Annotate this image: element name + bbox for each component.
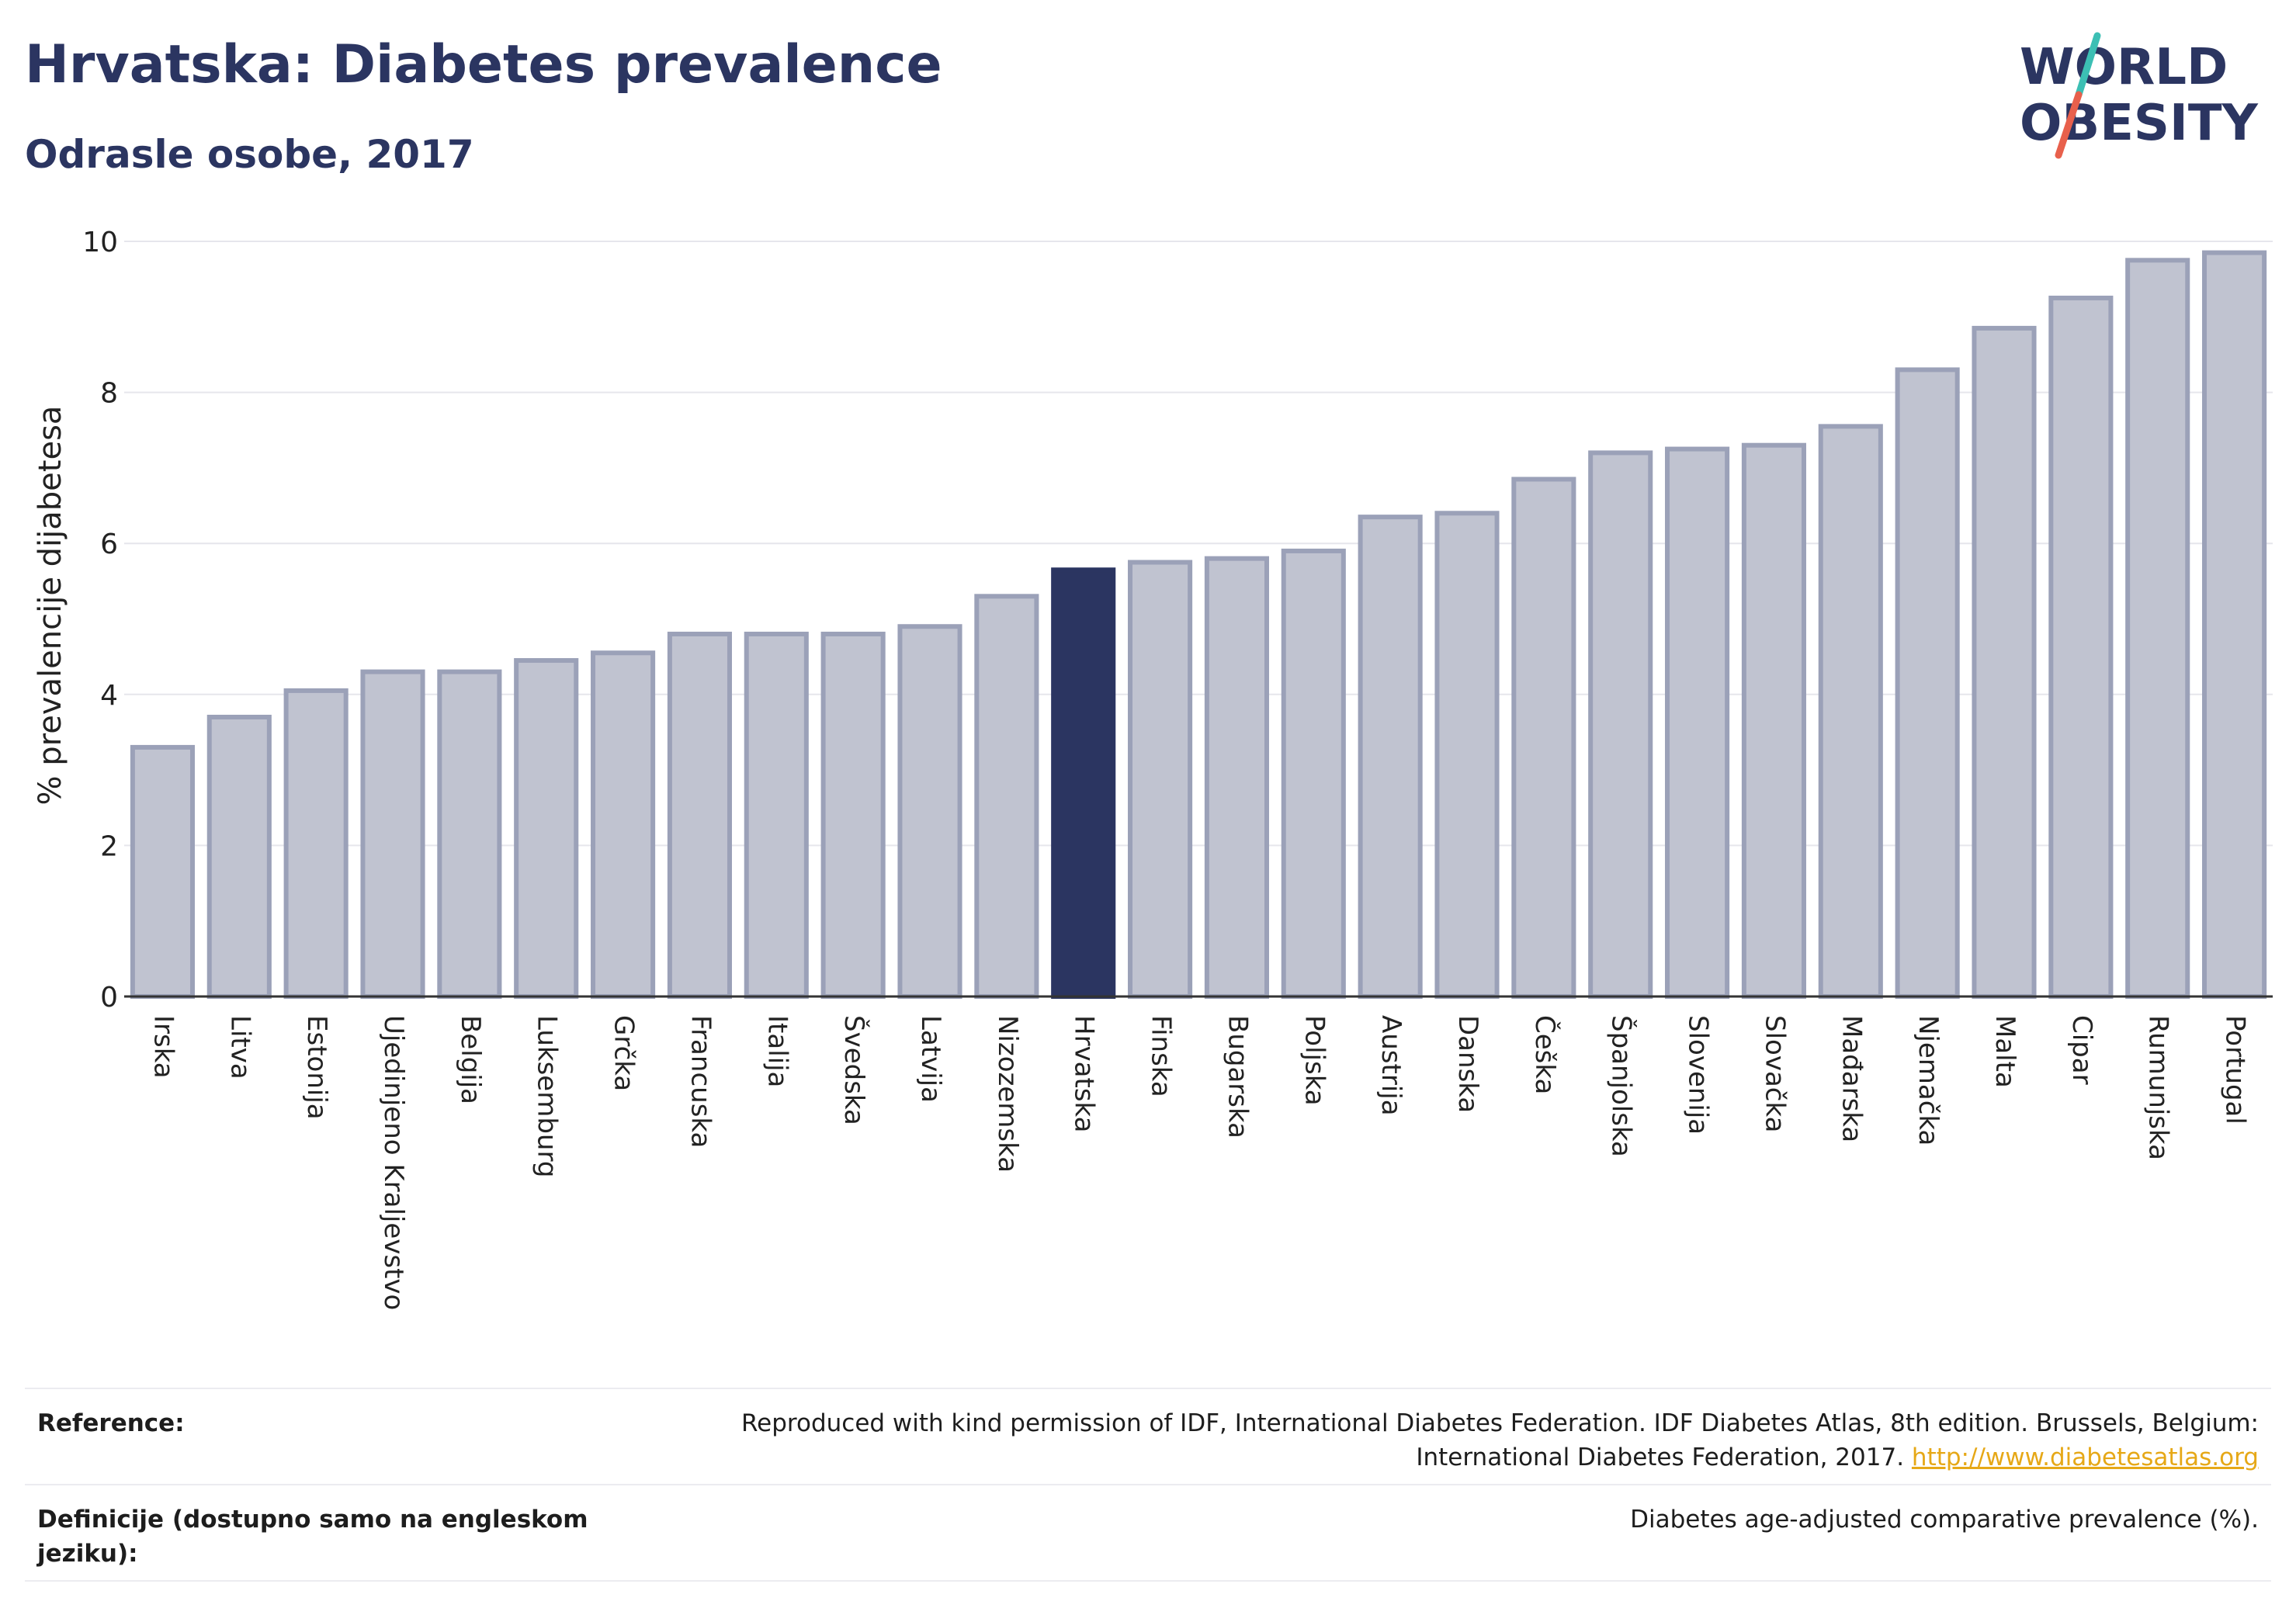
x-tick-label: Estonija	[301, 1015, 332, 1120]
bar-grčka[interactable]	[591, 650, 656, 999]
bar-belgija[interactable]	[437, 669, 502, 999]
x-tick-label: Belgija	[455, 1015, 486, 1104]
x-tick-label: Španjolska	[1606, 1015, 1638, 1157]
y-tick-label: 0	[100, 982, 118, 1014]
x-tick-label: Francuska	[685, 1015, 716, 1148]
definition-label: Definicije (dostupno samo na engleskom j…	[37, 1506, 588, 1568]
x-tick-labels: Irska Litva Estonija Ujedinjeno Kraljevstvo…	[147, 1015, 2250, 1310]
x-tick-label: Poljska	[1299, 1015, 1330, 1106]
footer-rule-top	[25, 1388, 2271, 1389]
x-tick-label: Luksemburg	[532, 1015, 563, 1177]
x-tick-label: Češka	[1529, 1015, 1561, 1094]
x-tick-label: Cipar	[2066, 1015, 2097, 1085]
bar-cipar[interactable]	[2048, 295, 2114, 1000]
bar-irska[interactable]	[130, 744, 195, 999]
x-tick-label: Slovačka	[1759, 1015, 1790, 1132]
y-tick-label: 4	[100, 680, 118, 712]
x-tick-label: Grčka	[609, 1015, 640, 1091]
definition-text: Diabetes age-adjusted comparative preval…	[1630, 1506, 2259, 1534]
bar-francuska[interactable]	[667, 631, 732, 1000]
bar-nizozemska[interactable]	[974, 594, 1039, 999]
y-tick-label: 6	[100, 529, 118, 560]
bar-italija[interactable]	[744, 631, 809, 1000]
x-tick-label: Litva	[224, 1015, 255, 1080]
reference-label: Reference:	[37, 1409, 185, 1437]
y-tick-label: 10	[82, 227, 118, 258]
x-tick-label: Slovenija	[1683, 1015, 1714, 1135]
logo-slash-top	[2075, 32, 2101, 99]
bar-danska[interactable]	[1434, 511, 1500, 999]
x-tick-label: Italija	[761, 1015, 793, 1087]
x-tick-label: Mađarska	[1836, 1015, 1867, 1142]
bar-poljska[interactable]	[1281, 548, 1346, 999]
bar-latvija[interactable]	[897, 624, 962, 999]
bar-portugal[interactable]	[2202, 250, 2267, 1000]
x-tick-label: Austrija	[1375, 1015, 1406, 1116]
chart-subtitle: Odrasle osobe, 2017	[25, 132, 474, 177]
bar-malta[interactable]	[1972, 325, 2037, 999]
x-tick-label: Nizozemska	[992, 1015, 1023, 1173]
y-tick-labels: 0 2 4 6 8 10	[82, 227, 118, 1014]
bar-slovačka[interactable]	[1741, 442, 1806, 999]
x-tick-label: Ujedinjeno Kraljevstvo	[378, 1015, 409, 1310]
bar-mađarska[interactable]	[1818, 424, 1883, 999]
footer-rule-bottom	[25, 1580, 2271, 1582]
logo-text-world: WORLD	[2020, 39, 2228, 96]
bar-bugarska[interactable]	[1204, 556, 1269, 999]
bar-švedska[interactable]	[820, 631, 886, 1000]
bar-ujedinjeno-kraljevstvo[interactable]	[360, 669, 425, 999]
chart-title: Hrvatska: Diabetes prevalence	[25, 34, 942, 95]
bar-chart: 0 2 4 6 8 10 Irska Litva Estonija Ujedinjeno Kra…	[33, 227, 2273, 1310]
bar-estonija[interactable]	[283, 688, 349, 999]
x-tick-label: Hrvatska	[1069, 1015, 1100, 1132]
x-tick-label: Njemačka	[1913, 1015, 1944, 1145]
x-tick-label: Finska	[1146, 1015, 1177, 1097]
x-tick-label: Bugarska	[1222, 1015, 1253, 1139]
footer-rule-middle	[25, 1484, 2271, 1485]
x-tick-label: Portugal	[2220, 1015, 2251, 1125]
world-obesity-logo: WORLD OBESITY	[2020, 32, 2258, 159]
bar-hrvatska[interactable]	[1051, 567, 1116, 999]
bar-luksemburg[interactable]	[514, 658, 579, 999]
logo-slash-bottom	[2055, 91, 2083, 159]
bar-rumunjska[interactable]	[2125, 258, 2190, 999]
x-tick-label: Danska	[1452, 1015, 1483, 1113]
bar-finska[interactable]	[1128, 560, 1193, 999]
bars	[130, 250, 2267, 1000]
x-tick-label: Rumunjska	[2143, 1015, 2174, 1160]
x-tick-label: Malta	[1989, 1015, 2020, 1088]
reference-text: Reproduced with kind permission of IDF, …	[629, 1406, 2259, 1475]
bar-španjolska[interactable]	[1588, 450, 1653, 999]
bar-češka[interactable]	[1511, 477, 1576, 999]
reference-body: Reproduced with kind permission of IDF, …	[741, 1409, 2259, 1471]
reference-link[interactable]: http://www.diabetesatlas.org	[1911, 1444, 2259, 1471]
x-tick-label: Švedska	[838, 1015, 870, 1125]
bar-austrija[interactable]	[1358, 515, 1423, 999]
y-tick-label: 2	[100, 830, 118, 862]
bar-slovenija[interactable]	[1665, 446, 1730, 999]
bar-njemačka[interactable]	[1895, 367, 1960, 1000]
x-tick-label: Irska	[147, 1015, 179, 1079]
bar-litva[interactable]	[206, 714, 272, 999]
x-tick-label: Latvija	[915, 1015, 946, 1103]
y-tick-label: 8	[100, 378, 118, 410]
y-axis-label: % prevalencije dijabetesa	[33, 406, 68, 806]
